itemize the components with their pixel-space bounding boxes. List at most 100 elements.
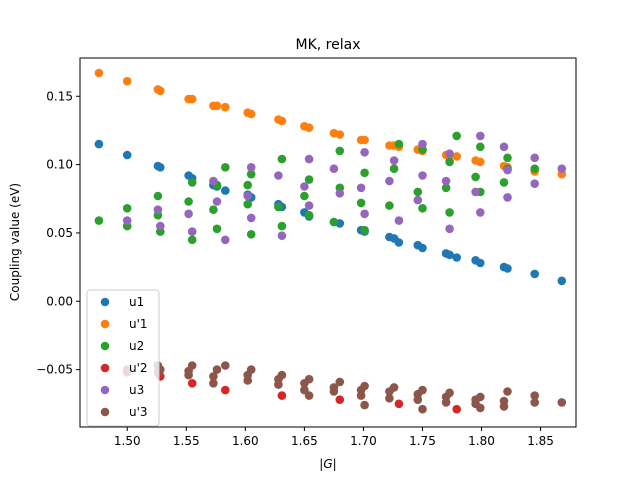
data-point <box>221 361 230 370</box>
data-point <box>209 379 218 388</box>
data-point <box>413 187 423 197</box>
legend-label: u3 <box>129 383 144 397</box>
data-point <box>445 224 454 234</box>
data-point <box>385 176 394 186</box>
data-point <box>304 175 314 184</box>
data-point <box>503 264 512 273</box>
data-point <box>153 205 163 214</box>
data-point <box>360 135 369 145</box>
data-point <box>300 191 309 201</box>
data-point <box>94 139 104 149</box>
legend-box <box>86 289 160 427</box>
data-point <box>418 243 427 253</box>
data-point <box>304 374 314 384</box>
data-point <box>418 171 427 180</box>
data-point <box>452 131 462 141</box>
data-point <box>243 191 252 201</box>
data-point <box>122 76 132 86</box>
x-tick-label: 1.50 <box>114 434 141 448</box>
data-point <box>452 253 462 262</box>
data-point <box>304 154 314 164</box>
data-point <box>441 398 451 407</box>
legend-marker <box>100 385 110 395</box>
data-point <box>503 193 512 202</box>
data-point <box>335 395 345 405</box>
data-point <box>471 172 480 182</box>
data-point <box>304 391 314 400</box>
data-point <box>187 361 197 370</box>
legend-marker <box>100 319 110 329</box>
x-axis-label: |G| <box>319 457 336 471</box>
data-point <box>274 171 283 180</box>
legend-marker <box>100 341 110 351</box>
data-point <box>360 168 369 178</box>
data-point <box>122 204 132 213</box>
series-5 <box>122 361 567 414</box>
data-point <box>476 392 485 402</box>
data-point <box>221 186 230 195</box>
x-axis-ticks: 1.50 1.55 1.60 1.65 1.70 1.75 1.80 1.85 <box>114 427 554 448</box>
data-point <box>156 163 165 172</box>
data-point <box>187 235 197 245</box>
y-axis-label: Coupling value (eV) <box>8 183 22 301</box>
y-axis-ticks: −0.05 0.00 0.05 0.10 0.15 <box>36 89 80 377</box>
data-point <box>94 68 104 78</box>
data-point <box>557 276 567 286</box>
data-point <box>389 156 399 165</box>
data-point <box>184 197 193 206</box>
y-tick-label: 0.15 <box>46 89 73 103</box>
data-point <box>385 201 394 210</box>
x-tick-label: 1.75 <box>409 434 436 448</box>
series-1 <box>94 68 567 179</box>
data-point <box>418 385 427 395</box>
data-point <box>212 365 222 374</box>
data-point <box>277 370 287 380</box>
data-point <box>413 395 423 405</box>
plot-frame <box>79 57 577 428</box>
data-point <box>122 150 132 160</box>
data-point <box>499 402 509 411</box>
y-tick-label: 0.05 <box>46 226 73 240</box>
data-point <box>221 235 230 245</box>
data-point <box>530 391 539 400</box>
legend: u1 u'1 u2 u'2 u3 u'3 <box>86 289 160 427</box>
data-point <box>277 391 287 400</box>
data-point <box>385 394 394 403</box>
data-point <box>503 165 512 175</box>
data-point <box>243 199 252 209</box>
data-point <box>394 139 404 149</box>
data-point <box>246 365 256 374</box>
data-point <box>187 379 197 388</box>
data-point <box>212 224 222 234</box>
data-point <box>452 404 462 414</box>
data-point <box>418 404 427 414</box>
data-point <box>360 400 369 410</box>
data-point <box>499 178 509 187</box>
data-point <box>413 195 423 205</box>
data-point <box>243 376 252 385</box>
legend-label: u'1 <box>129 317 148 331</box>
data-point <box>246 213 256 223</box>
data-point <box>530 153 539 163</box>
data-point <box>530 269 539 279</box>
data-point <box>445 388 454 398</box>
data-point <box>277 116 287 126</box>
data-point <box>476 403 485 413</box>
data-point <box>476 157 485 167</box>
data-point <box>530 164 539 173</box>
data-point <box>246 163 256 172</box>
data-point <box>329 217 339 227</box>
data-point <box>304 201 314 210</box>
data-point <box>304 123 314 132</box>
series-2 <box>94 131 539 245</box>
y-tick-label: 0.10 <box>46 158 73 172</box>
data-point <box>243 180 252 190</box>
data-point <box>503 153 512 163</box>
data-point <box>184 209 193 219</box>
data-point <box>335 146 345 156</box>
data-point <box>445 157 454 167</box>
x-tick-label: 1.70 <box>350 434 377 448</box>
data-point <box>389 164 399 173</box>
chart-title: MK, relax <box>296 37 361 53</box>
data-point <box>335 130 345 139</box>
